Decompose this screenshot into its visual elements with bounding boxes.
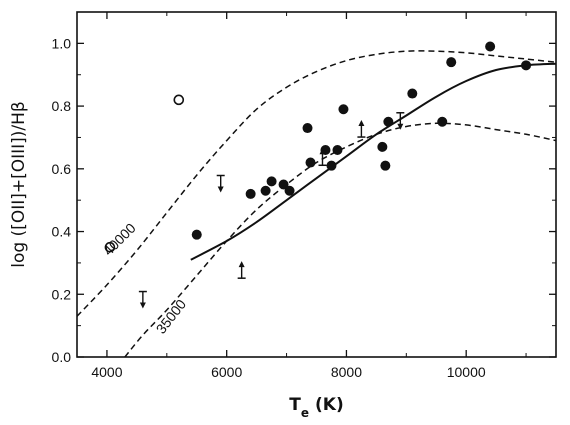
filled-point [332, 145, 343, 155]
y-tick-label: 0.4 [52, 224, 72, 240]
filled-point [302, 123, 313, 134]
x-axis-title-unit: (K) [315, 395, 344, 415]
upper-limit-arrow [138, 290, 147, 309]
x-axis-title-sub: e [301, 406, 309, 420]
data-points [104, 41, 532, 309]
y-tick-label: 0.2 [52, 286, 72, 302]
y-tick-label: 0.8 [52, 98, 72, 114]
open-point [173, 94, 185, 106]
model-curves [77, 50, 556, 357]
filled-point [305, 157, 316, 168]
limit-arrowhead [139, 302, 146, 309]
filled-point [260, 185, 271, 196]
limit-arrowhead [358, 120, 365, 127]
y-tick-label: 0.0 [52, 349, 72, 365]
filled-point [278, 179, 289, 190]
y-tick-label: 1.0 [52, 35, 72, 51]
filled-point [485, 41, 496, 52]
x-tick-label: 8000 [331, 364, 362, 380]
x-tick-label: 10000 [447, 364, 486, 380]
limit-arrowhead [397, 123, 404, 130]
filled-point [446, 57, 457, 68]
lower-limit-arrow [318, 148, 327, 167]
filled-point [245, 188, 256, 199]
curve-label-35000: 35000 [153, 296, 190, 337]
fit-curve [190, 62, 556, 261]
upper-limit-arrow [216, 174, 225, 193]
x-tick-label: 4000 [91, 364, 122, 380]
filled-point [437, 116, 448, 127]
filled-point [338, 104, 349, 115]
filled-point [407, 88, 418, 99]
limit-arrowhead [217, 186, 224, 193]
filled-point [266, 176, 277, 187]
filled-point [377, 141, 388, 152]
y-axis-title: log ([OII]+[OIII])/Hβ [9, 101, 29, 268]
filled-point [383, 116, 394, 127]
plot-frame [76, 11, 557, 358]
model-curve-40000 [77, 50, 556, 317]
filled-point [380, 160, 391, 171]
x-axis-title-main: T [289, 395, 301, 415]
filled-point [284, 185, 295, 196]
y-tick-label: 0.6 [52, 161, 72, 177]
model-curve-35000 [124, 122, 556, 357]
filled-point [521, 60, 532, 71]
filled-point [191, 229, 202, 240]
x-axis-title: Te (K) [289, 395, 343, 420]
axis-labels: Te (K) log ([OII]+[OIII])/Hβ 40000 35000 [9, 101, 344, 420]
limit-arrowhead [238, 261, 245, 268]
open-point [104, 241, 116, 253]
limit-arrowhead [319, 148, 326, 155]
filled-point [326, 160, 337, 171]
curve-label-40000: 40000 [100, 220, 139, 259]
lower-limit-arrow [237, 261, 246, 279]
lower-limit-arrow [357, 120, 366, 138]
x-tick-label: 6000 [211, 364, 242, 380]
upper-limit-arrow [396, 112, 405, 130]
axes: 4000 6000 8000 10000 0.0 0.2 0.4 0.6 0.8 1.0 [52, 11, 557, 380]
